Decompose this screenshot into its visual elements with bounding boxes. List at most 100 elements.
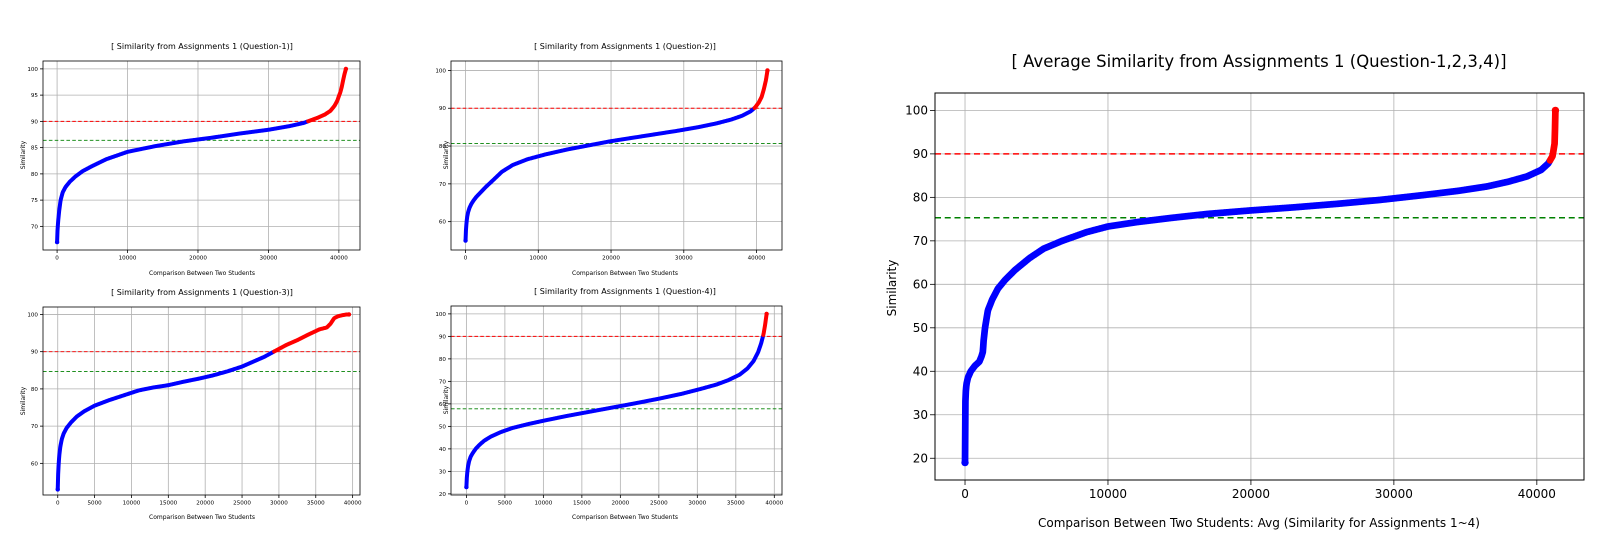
- series-above-threshold: [306, 66, 348, 124]
- threshold-lines-q4: [451, 335, 782, 410]
- y-tick-label: 70: [439, 182, 447, 188]
- y-tick-label: 30: [439, 469, 447, 475]
- y-tick-label: 50: [439, 424, 447, 430]
- x-tick-label: 0: [464, 256, 468, 262]
- chart-title-q2: [ Similarity from Assignments 1 (Questio…: [534, 42, 716, 51]
- y-axis-label-q2: Similarity: [443, 140, 450, 169]
- y-tick-label: 90: [31, 350, 39, 356]
- x-tick-label: 40000: [344, 501, 362, 507]
- data-points-q2: [463, 68, 770, 243]
- y-tick-label: 80: [439, 144, 447, 150]
- y-axis-label-average: Similarity: [885, 260, 899, 317]
- chart-title-q1: [ Similarity from Assignments 1 (Questio…: [111, 42, 293, 51]
- y-tick-label: 60: [913, 278, 928, 292]
- series-above-threshold: [272, 312, 351, 354]
- y-tick-label: 95: [31, 93, 39, 99]
- plot-frame-average: [934, 92, 1585, 481]
- y-tick-label: 60: [439, 220, 447, 226]
- series-below-threshold: [961, 157, 1553, 466]
- y-tick-label: 90: [31, 119, 39, 125]
- y-tick-label: 60: [439, 402, 447, 408]
- chart-average: 0 10000 20000 30000 40000 20 30 40 50 60 70 80 90 100…: [885, 52, 1585, 530]
- ticks-q4: 0 5000 10000 15000 20000 25000 30000 35000 40000…: [435, 312, 783, 507]
- y-tick-label: 90: [439, 106, 447, 112]
- x-tick-label: 40000: [330, 256, 348, 262]
- y-tick-label: 80: [913, 191, 928, 205]
- y-tick-label: 40: [439, 447, 447, 453]
- y-tick-label: 100: [435, 312, 446, 318]
- y-tick-label: 70: [913, 234, 928, 248]
- data-point-max: [343, 66, 349, 72]
- x-tick-label: 0: [961, 487, 969, 501]
- series-below-threshold: [463, 106, 757, 243]
- chart-title-average: [ Average Similarity from Assignments 1 …: [1011, 52, 1506, 71]
- y-tick-label: 50: [913, 321, 928, 335]
- chart-title-q4: [ Similarity from Assignments 1 (Questio…: [534, 287, 716, 296]
- x-tick-label: 0: [55, 256, 59, 262]
- data-point-min: [55, 487, 60, 492]
- x-tick-label: 5000: [498, 501, 513, 507]
- y-tick-label: 85: [31, 146, 39, 152]
- series-above-threshold: [1546, 107, 1559, 164]
- x-tick-label: 20000: [611, 501, 629, 507]
- x-tick-label: 30000: [260, 256, 278, 262]
- y-tick-label: 40: [913, 364, 928, 378]
- y-tick-label: 60: [31, 461, 39, 467]
- y-tick-label: 20: [913, 451, 928, 465]
- x-tick-label: 35000: [307, 501, 325, 507]
- x-tick-label: 30000: [675, 256, 693, 262]
- chart-q2: 0 10000 20000 30000 40000 60 70 80 90 100 [ Simil…: [435, 42, 783, 277]
- data-point-min: [463, 238, 468, 243]
- data-point-min: [961, 458, 969, 467]
- data-points-q3: [55, 312, 352, 492]
- x-tick-label: 30000: [1375, 487, 1413, 501]
- y-tick-label: 100: [905, 104, 928, 118]
- x-tick-label: 25000: [650, 501, 668, 507]
- x-axis-label-average: Comparison Between Two Students: Avg (Si…: [1038, 516, 1480, 530]
- x-tick-label: 15000: [159, 501, 177, 507]
- plot-area-average: [935, 93, 1584, 480]
- x-tick-label: 25000: [233, 501, 251, 507]
- threshold-lines-q3: [43, 351, 360, 372]
- y-tick-label: 100: [27, 312, 38, 318]
- data-points-q1: [54, 66, 349, 245]
- data-points-average: [961, 106, 1560, 467]
- plot-frame-q2: [450, 60, 783, 251]
- x-tick-label: 10000: [534, 501, 552, 507]
- y-tick-label: 30: [913, 408, 928, 422]
- data-point-max: [346, 312, 352, 317]
- y-axis-label-q3: Similarity: [20, 386, 27, 415]
- x-tick-label: 15000: [573, 501, 591, 507]
- y-tick-label: 100: [435, 68, 446, 74]
- y-tick-label: 80: [439, 357, 447, 363]
- series-below-threshold: [464, 334, 765, 490]
- plot-frame-q1: [42, 60, 361, 251]
- plot-area-q2: [451, 61, 782, 250]
- series-below-threshold: [55, 119, 310, 245]
- data-point-max: [765, 68, 770, 73]
- x-tick-label: 10000: [529, 256, 547, 262]
- y-tick-label: 90: [913, 147, 928, 161]
- series-above-threshold: [752, 68, 770, 110]
- plot-frame-q4: [450, 305, 783, 496]
- chart-q4: 0 5000 10000 15000 20000 25000 30000 35000 40000…: [435, 287, 783, 521]
- x-tick-label: 20000: [1232, 487, 1270, 501]
- y-axis-label-q4: Similarity: [443, 385, 450, 414]
- y-tick-label: 100: [27, 67, 38, 73]
- x-tick-label: 20000: [189, 256, 207, 262]
- x-tick-label: 5000: [87, 501, 102, 507]
- data-point-max: [1551, 106, 1560, 115]
- x-tick-label: 40000: [748, 256, 766, 262]
- x-axis-label-q2: Comparison Between Two Students: [572, 270, 678, 277]
- y-axis-label-q1: Similarity: [20, 140, 27, 169]
- data-point-max: [764, 311, 769, 317]
- x-tick-label: 30000: [688, 501, 706, 507]
- series-above-threshold: [761, 311, 769, 337]
- chart-q1: 0 10000 20000 30000 40000 70 75 80 85 90 95 100 [ S…: [20, 42, 361, 277]
- x-tick-label: 35000: [727, 501, 745, 507]
- ticks-q2: 0 10000 20000 30000 40000 60 70 80 90 100: [435, 68, 766, 261]
- x-tick-label: 20000: [196, 501, 214, 507]
- chart-q3: 0 5000 10000 15000 20000 25000 30000 35000 40000…: [20, 288, 362, 521]
- x-axis-label-q1: Comparison Between Two Students: [149, 270, 255, 277]
